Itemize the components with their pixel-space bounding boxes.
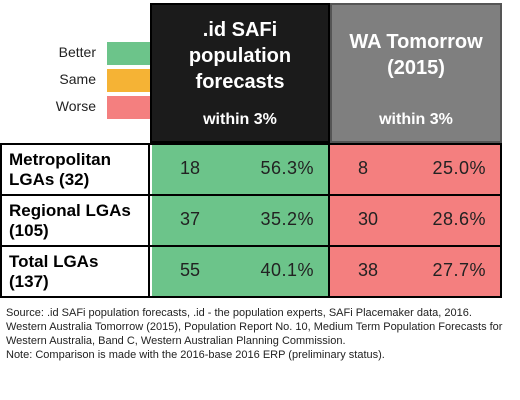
header-subtitle: within 3% [203,111,277,128]
cell-count: 30 [358,209,379,229]
cell-percent: 25.0% [432,158,486,178]
cell-percent: 56.3% [260,158,314,178]
header-title-line: population [188,45,292,67]
legend-item-worse: Worse [44,96,154,123]
cell-wa-tomorrow: 30 28.6% [330,196,502,245]
header-title-line: (2015) [387,57,445,79]
source-notes: Source: .id SAFi population forecasts, .… [6,306,511,362]
row-label: Metropolitan LGAs (32) [0,145,150,194]
legend-label: Better [58,44,96,60]
row-label: Regional LGAs (105) [0,196,150,245]
row-label-line: Metropolitan [9,150,111,169]
legend-swatch-worse [107,96,152,119]
cell-count: 18 [180,158,201,178]
header-title-line: .id SAFi [202,19,278,41]
row-label-line: Regional LGAs [9,201,131,220]
cell-percent: 35.2% [260,209,314,229]
cell-wa-tomorrow: 8 25.0% [330,145,502,194]
legend-swatch-same [107,69,152,92]
row-label-line: (105) [9,221,49,240]
header-id-safi: .id SAFi population forecasts within 3% [150,3,330,143]
header-title-line: WA Tomorrow [349,31,483,53]
legend-label: Worse [55,98,96,114]
cell-count: 37 [180,209,201,229]
legend-swatch-better [107,42,152,65]
cell-id-safi: 55 40.1% [152,247,330,296]
cell-id-safi: 37 35.2% [152,196,330,245]
row-label: Total LGAs (137) [0,247,150,296]
cell-percent: 27.7% [432,260,486,280]
header-wa-tomorrow: WA Tomorrow (2015) within 3% [330,3,502,143]
row-label-line: LGAs (32) [9,170,90,189]
header-title: WA Tomorrow (2015) [332,29,500,81]
legend: Better Same Worse [44,42,154,123]
row-label-line: Total LGAs [9,252,99,271]
source-text: Source: .id SAFi population forecasts, .… [6,307,503,347]
cell-percent: 28.6% [432,209,486,229]
cell-percent: 40.1% [260,260,314,280]
table-row: Regional LGAs (105) 37 35.2% 30 28.6% [0,196,502,247]
cell-id-safi: 18 56.3% [152,145,330,194]
cell-wa-tomorrow: 38 27.7% [330,247,502,296]
header-subtitle: within 3% [379,111,453,128]
header-title-line: forecasts [195,71,285,93]
cell-count: 38 [358,260,379,280]
legend-label: Same [59,71,96,87]
cell-count: 55 [180,260,201,280]
legend-item-same: Same [44,69,154,96]
note-text: Note: Comparison is made with the 2016-b… [6,349,385,361]
comparison-table: Metropolitan LGAs (32) 18 56.3% 8 25.0% … [0,143,502,298]
header-title: .id SAFi population forecasts [152,17,328,95]
table-row: Total LGAs (137) 55 40.1% 38 27.7% [0,247,502,298]
table-row: Metropolitan LGAs (32) 18 56.3% 8 25.0% [0,145,502,196]
row-label-line: (137) [9,272,49,291]
legend-item-better: Better [44,42,154,69]
cell-count: 8 [358,158,369,178]
